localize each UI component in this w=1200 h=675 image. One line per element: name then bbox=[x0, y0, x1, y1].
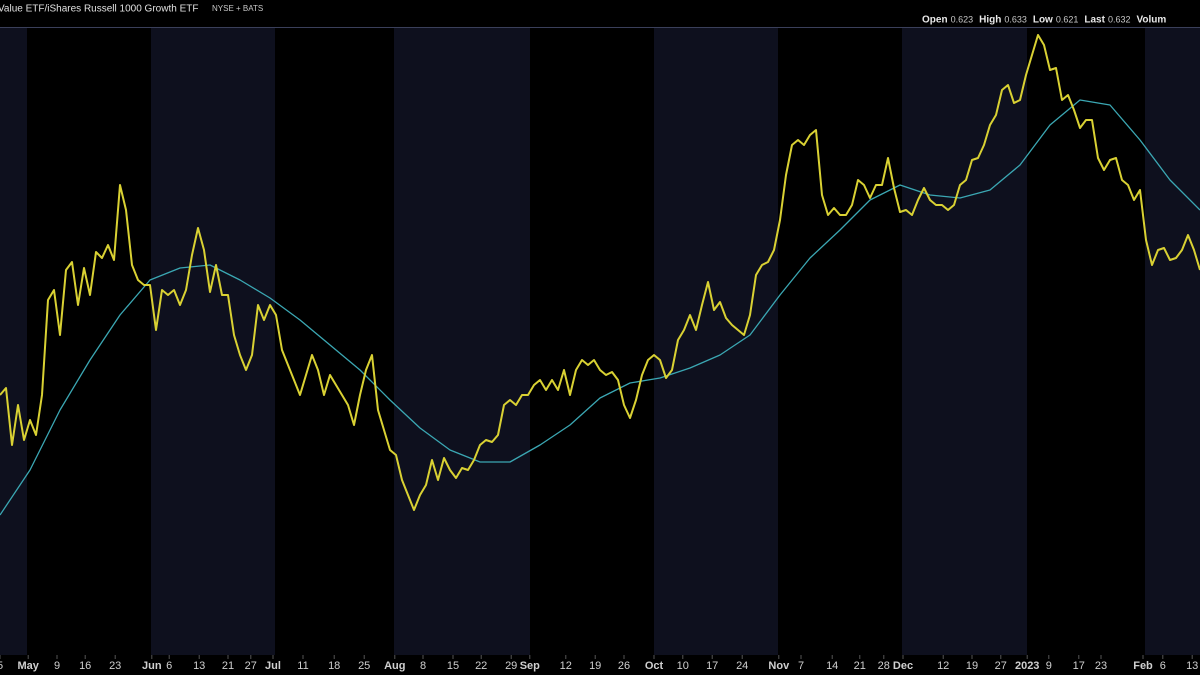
quote-key: High bbox=[979, 15, 1001, 26]
month-bands bbox=[0, 28, 1200, 655]
x-tick-label: 27 bbox=[245, 660, 257, 672]
header-title: Value ETF/iShares Russell 1000 Growth ET… bbox=[0, 4, 198, 15]
quote-value: 0.621 bbox=[1056, 14, 1079, 24]
x-tick-label: 22 bbox=[475, 660, 487, 672]
x-tick-label: Oct bbox=[645, 660, 664, 672]
x-tick-label: 13 bbox=[193, 660, 205, 672]
x-tick-label: 9 bbox=[1046, 660, 1052, 672]
quote-value: 0.623 bbox=[951, 14, 974, 24]
x-tick-label: 29 bbox=[505, 660, 517, 672]
x-tick-label: 10 bbox=[677, 660, 689, 672]
quote-key: Low bbox=[1033, 15, 1053, 26]
x-tick-label: Jun bbox=[142, 660, 162, 672]
x-tick-label: 24 bbox=[736, 660, 748, 672]
x-tick-label: 8 bbox=[420, 660, 426, 672]
x-tick-label: 14 bbox=[826, 660, 838, 672]
quote-key: Last bbox=[1084, 15, 1105, 26]
average-line bbox=[0, 99, 1200, 516]
x-tick-label: 13 bbox=[1186, 660, 1198, 672]
x-tick-label: 25 bbox=[358, 660, 370, 672]
x-tick-label: Aug bbox=[384, 660, 405, 672]
quote-value: 0.632 bbox=[1108, 14, 1131, 24]
x-tick-label: 19 bbox=[589, 660, 601, 672]
x-tick-label: 7 bbox=[798, 660, 804, 672]
band bbox=[1145, 28, 1200, 655]
x-tick-label: 17 bbox=[1073, 660, 1085, 672]
header-exchange: NYSE + BATS bbox=[212, 4, 263, 13]
x-tick-label: 17 bbox=[706, 660, 718, 672]
x-tick-label: 6 bbox=[1160, 660, 1166, 672]
x-tick-label: Jul bbox=[265, 660, 281, 672]
x-tick-label: 26 bbox=[618, 660, 630, 672]
band bbox=[902, 28, 1027, 655]
price-line bbox=[0, 34, 1200, 511]
x-tick-label: Dec bbox=[893, 660, 913, 672]
x-tick-label: 12 bbox=[560, 660, 572, 672]
x-tick-label: 15 bbox=[447, 660, 459, 672]
x-tick-label: 5 bbox=[0, 660, 3, 672]
x-tick-label: 27 bbox=[995, 660, 1007, 672]
x-tick-label: 12 bbox=[937, 660, 949, 672]
x-tick-label: Feb bbox=[1133, 660, 1153, 672]
x-tick-label: 21 bbox=[222, 660, 234, 672]
band bbox=[151, 28, 275, 655]
plot: 5 May 9 16 23 Jun 6 13 21 27 Jul 11 18 25 Aug 8 15 22 29Se… bbox=[0, 34, 1200, 672]
band bbox=[654, 28, 778, 655]
x-tick-label: 23 bbox=[1095, 660, 1107, 672]
x-tick-label: 11 bbox=[297, 660, 308, 672]
x-tick-label: 19 bbox=[966, 660, 978, 672]
x-tick-label: Nov bbox=[768, 660, 790, 672]
x-tick-label: May bbox=[17, 660, 39, 672]
x-tick-label: 28 bbox=[878, 660, 890, 672]
quote-key: Volum bbox=[1136, 15, 1166, 26]
x-tick-label: 23 bbox=[109, 660, 121, 672]
quote: Open 0.623 High 0.633 Low 0.621 Last 0.632 Volum bbox=[922, 14, 1166, 25]
x-tick-label: 21 bbox=[854, 660, 866, 672]
x-tick-label: 16 bbox=[79, 660, 91, 672]
quote-value: 0.633 bbox=[1004, 14, 1027, 24]
x-tick-label: 18 bbox=[328, 660, 340, 672]
quote-key: Open bbox=[922, 15, 948, 26]
x-tick-label: 2023 bbox=[1015, 660, 1039, 672]
band bbox=[0, 28, 27, 655]
x-tick-label: 6 bbox=[166, 660, 172, 672]
band bbox=[394, 28, 530, 655]
x-tick-label: 9 bbox=[54, 660, 60, 672]
x-tick-label: Sep bbox=[520, 660, 540, 672]
